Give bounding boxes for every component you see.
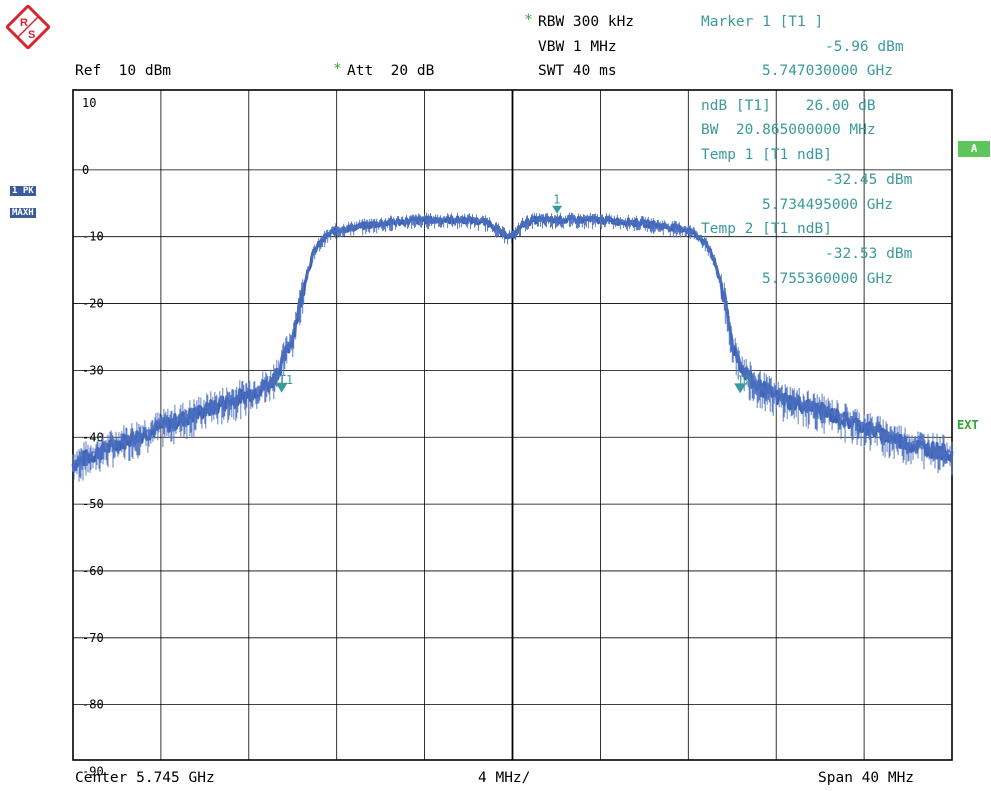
marker-frequency: 5.747030000 GHz bbox=[762, 63, 893, 79]
y-tick-label: 0 bbox=[82, 163, 89, 177]
temp-marker-triangle bbox=[275, 382, 288, 393]
temp1-level: -32.45 dBm bbox=[825, 172, 913, 188]
y-tick-label: 10 bbox=[82, 96, 96, 110]
rohde-schwarz-logo: R S bbox=[6, 5, 50, 49]
marker-label: T1 bbox=[279, 373, 293, 387]
temp2-title: Temp 2 [T1 ndB] bbox=[701, 221, 832, 237]
y-tick-label: -50 bbox=[82, 497, 104, 511]
y-tick-label: -10 bbox=[82, 230, 104, 244]
y-tick-label: -80 bbox=[82, 698, 104, 712]
temp2-frequency: 5.755360000 GHz bbox=[762, 271, 893, 287]
marker-label: T2 bbox=[737, 373, 751, 387]
rbw-label: RBW 300 kHz bbox=[538, 14, 635, 30]
bandwidth-readout: BW 20.865000000 MHz bbox=[701, 122, 876, 138]
att-label: Att 20 dB bbox=[347, 63, 435, 79]
grid-lines bbox=[73, 90, 952, 760]
y-tick-label: -60 bbox=[82, 564, 104, 578]
trace-mode-maxh: MAXH bbox=[10, 208, 36, 218]
temp1-title: Temp 1 [T1 ndB] bbox=[701, 147, 832, 163]
temp1-frequency: 5.734495000 GHz bbox=[762, 197, 893, 213]
y-tick-label: -40 bbox=[82, 430, 104, 444]
span-label: Span 40 MHz bbox=[818, 770, 915, 786]
marker-level: -5.96 dBm bbox=[825, 39, 904, 55]
svg-text:S: S bbox=[28, 29, 35, 41]
trace-noise bbox=[72, 212, 953, 482]
center-frequency: Center 5.745 GHz bbox=[75, 770, 215, 786]
trace-a-badge: A bbox=[958, 141, 990, 157]
att-star: * bbox=[333, 61, 342, 77]
y-tick-label: -20 bbox=[82, 297, 104, 311]
division-label: 4 MHz/ bbox=[478, 770, 531, 786]
temp2-level: -32.53 dBm bbox=[825, 246, 913, 262]
temp-marker-triangle bbox=[734, 383, 747, 394]
y-tick-label: -30 bbox=[82, 363, 104, 377]
svg-text:R: R bbox=[20, 17, 28, 29]
rbw-star: * bbox=[524, 12, 533, 28]
y-tick-labels: 10 0 -10 -20 -30 -40 -50 -60 -70 -80 -90 bbox=[82, 96, 104, 779]
marker-label: 1 bbox=[553, 193, 560, 207]
ext-indicator: EXT bbox=[957, 418, 979, 432]
y-tick-label: -70 bbox=[82, 631, 104, 645]
markers: 1 T1 T2 bbox=[275, 193, 752, 394]
ndb-readout: ndB [T1] 26.00 dB bbox=[701, 98, 876, 114]
swt-label: SWT 40 ms bbox=[538, 63, 617, 79]
ref-level-label: Ref 10 dBm bbox=[75, 63, 172, 79]
marker-title: Marker 1 [T1 ] bbox=[701, 14, 824, 30]
marker-1-triangle bbox=[552, 205, 563, 214]
y-tick-label: -90 bbox=[82, 765, 104, 779]
trace-mode-pk: 1 PK bbox=[10, 186, 36, 196]
vbw-label: VBW 1 MHz bbox=[538, 39, 617, 55]
